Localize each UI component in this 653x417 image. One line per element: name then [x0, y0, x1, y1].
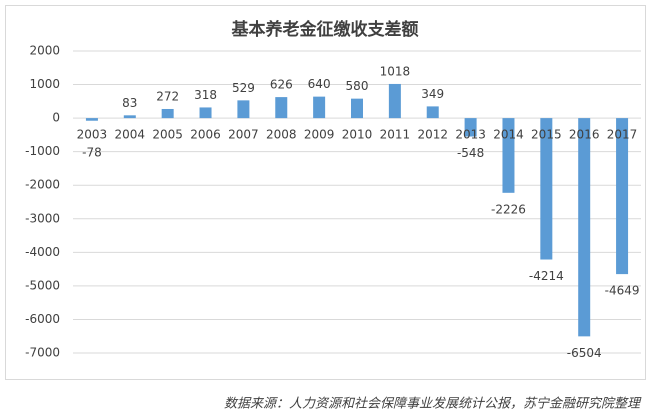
y-tick-label: -6000 — [25, 312, 60, 326]
y-tick-label: -4000 — [25, 245, 60, 259]
bar — [275, 97, 288, 119]
chart-border — [5, 5, 646, 380]
y-tick-label: -2000 — [25, 178, 60, 192]
x-tick-label: 2017 — [607, 128, 638, 142]
data-label: -548 — [457, 146, 484, 160]
y-tick-label: -7000 — [25, 346, 60, 360]
data-label: 272 — [156, 89, 179, 103]
x-tick-label: 2009 — [304, 128, 335, 142]
data-label: 349 — [421, 87, 444, 101]
data-label: -2226 — [491, 202, 526, 216]
x-tick-label: 2014 — [493, 128, 524, 142]
source-note: 数据来源：人力资源和社会保障事业发展统计公报，苏宁金融研究院整理 — [224, 396, 642, 412]
bar — [426, 106, 439, 119]
bar — [502, 118, 515, 193]
x-tick-label: 2006 — [190, 128, 221, 142]
x-tick-label: 2016 — [569, 128, 600, 142]
x-tick-label: 2007 — [228, 128, 259, 142]
bar — [123, 115, 136, 119]
y-tick-label: 1000 — [29, 77, 60, 91]
y-tick-label: -3000 — [25, 211, 60, 225]
data-label: 318 — [194, 88, 217, 102]
x-tick-label: 2015 — [531, 128, 562, 142]
x-tick-label: 2004 — [115, 128, 146, 142]
bar — [237, 100, 250, 119]
x-tick-label: 2003 — [77, 128, 108, 142]
data-label: 580 — [346, 79, 369, 93]
bar — [616, 118, 629, 275]
x-tick-label: 2011 — [380, 128, 411, 142]
data-label: 1018 — [380, 64, 411, 78]
bar — [313, 96, 326, 119]
data-label: 83 — [122, 96, 137, 110]
bar — [199, 107, 212, 119]
x-tick-label: 2008 — [266, 128, 297, 142]
bar — [578, 118, 591, 337]
bar — [464, 118, 477, 137]
x-tick-label: 2005 — [152, 128, 183, 142]
chart-title: 基本养老金征缴收支差额 — [231, 19, 419, 40]
data-label: 529 — [232, 81, 255, 95]
y-tick-label: 0 — [52, 111, 60, 125]
data-label: -4649 — [605, 284, 640, 298]
y-tick-label: 2000 — [29, 44, 60, 58]
bar — [161, 108, 174, 119]
bar — [540, 118, 553, 260]
data-label: 626 — [270, 78, 293, 92]
x-tick-label: 2013 — [455, 128, 486, 142]
bar — [85, 118, 98, 121]
bar — [351, 98, 363, 119]
x-tick-label: 2010 — [342, 128, 373, 142]
x-tick-label: 2012 — [417, 128, 448, 142]
data-label: -78 — [82, 146, 102, 160]
data-label: -4214 — [529, 269, 564, 283]
data-label: -6504 — [567, 346, 602, 360]
bar — [388, 83, 401, 119]
data-label: 640 — [308, 77, 331, 91]
y-tick-label: -1000 — [25, 144, 60, 158]
y-tick-label: -5000 — [25, 278, 60, 292]
